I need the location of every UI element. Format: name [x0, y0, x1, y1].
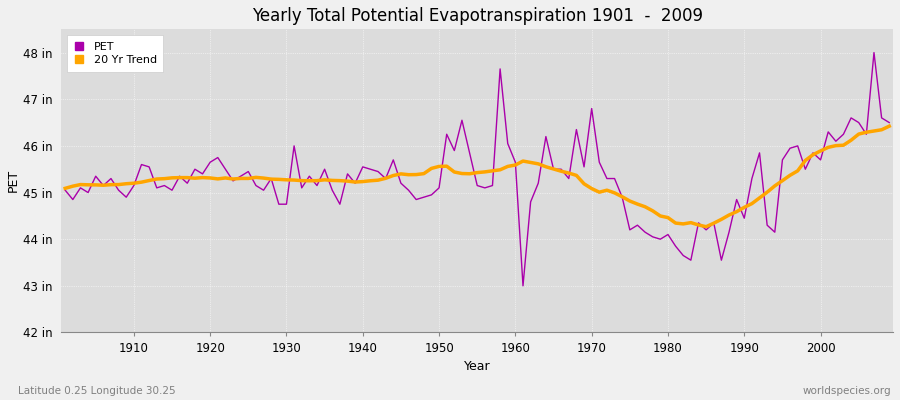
20 Yr Trend — [121, 181, 131, 186]
PET — [59, 188, 70, 193]
Text: worldspecies.org: worldspecies.org — [803, 386, 891, 396]
20 Yr Trend — [502, 164, 513, 169]
PET — [335, 202, 346, 206]
Y-axis label: PET: PET — [7, 169, 20, 192]
PET — [609, 176, 620, 181]
PET — [518, 284, 528, 288]
PET — [289, 144, 300, 148]
20 Yr Trend — [335, 178, 346, 183]
Legend: PET, 20 Yr Trend: PET, 20 Yr Trend — [67, 35, 164, 72]
Text: Latitude 0.25 Longitude 30.25: Latitude 0.25 Longitude 30.25 — [18, 386, 176, 396]
PET — [502, 141, 513, 146]
Line: PET: PET — [65, 53, 889, 286]
Line: 20 Yr Trend: 20 Yr Trend — [65, 126, 889, 227]
20 Yr Trend — [701, 224, 712, 229]
20 Yr Trend — [289, 178, 300, 182]
PET — [510, 160, 521, 165]
20 Yr Trend — [601, 188, 612, 193]
PET — [868, 50, 879, 55]
20 Yr Trend — [510, 163, 521, 168]
PET — [121, 195, 131, 200]
X-axis label: Year: Year — [464, 360, 490, 373]
20 Yr Trend — [59, 186, 70, 191]
Title: Yearly Total Potential Evapotranspiration 1901  -  2009: Yearly Total Potential Evapotranspiratio… — [252, 7, 703, 25]
20 Yr Trend — [884, 124, 895, 128]
PET — [884, 120, 895, 125]
